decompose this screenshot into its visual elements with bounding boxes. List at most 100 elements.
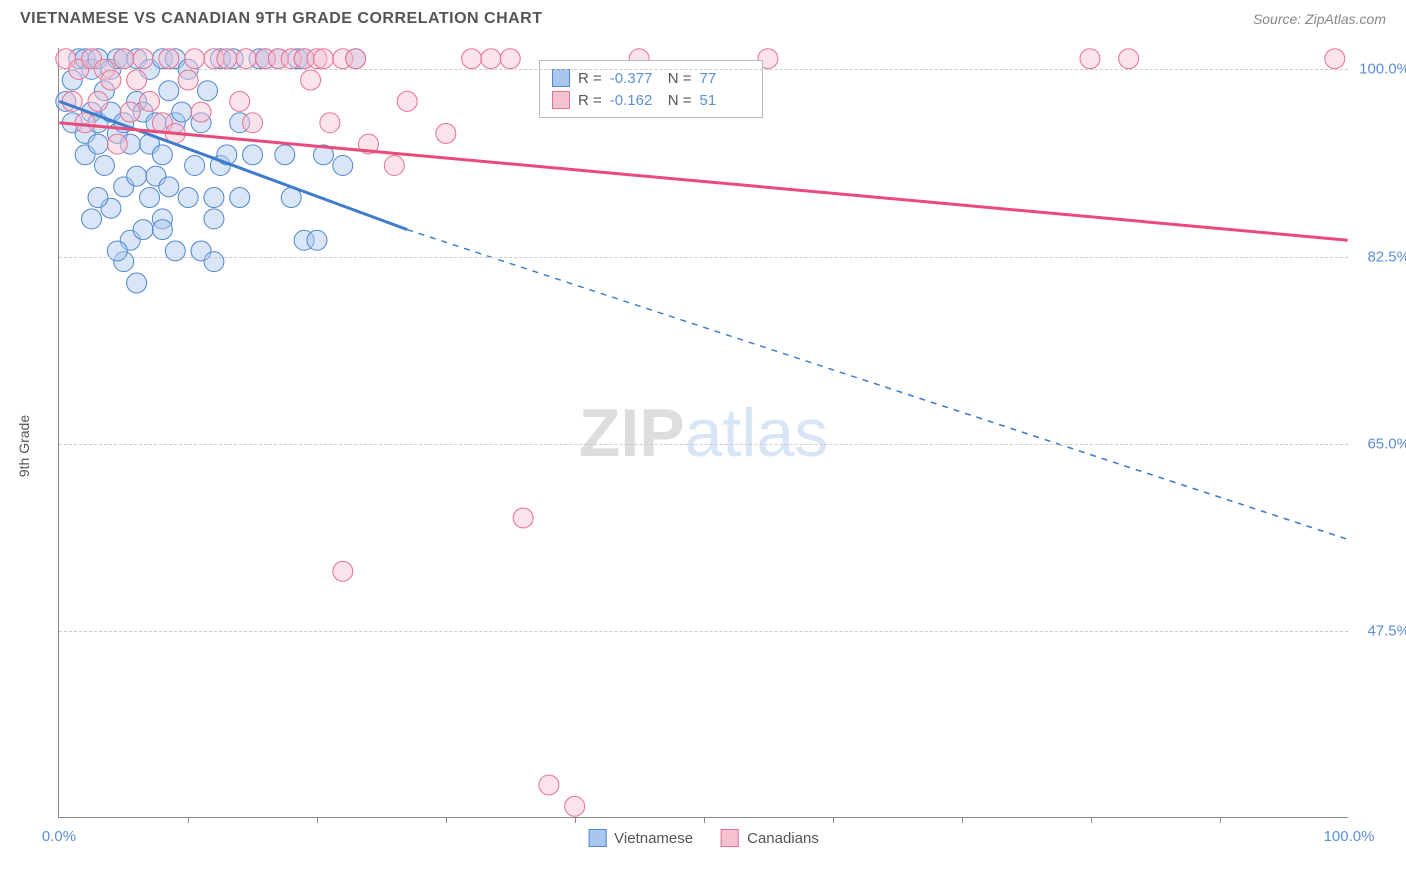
scatter-point <box>140 91 160 111</box>
scatter-point <box>88 91 108 111</box>
scatter-point <box>191 102 211 122</box>
scatter-point <box>230 91 250 111</box>
gridline-h <box>59 69 1348 70</box>
trend-line-extrapolated <box>407 230 1347 540</box>
y-tick-label: 82.5% <box>1367 248 1406 265</box>
n-label: N = <box>668 92 692 109</box>
x-tick <box>317 817 318 823</box>
scatter-point <box>120 102 140 122</box>
scatter-point <box>75 113 95 133</box>
y-axis-label: 9th Grade <box>16 415 32 477</box>
scatter-point <box>185 155 205 175</box>
scatter-point <box>172 102 192 122</box>
scatter-point <box>107 134 127 154</box>
scatter-point <box>165 241 185 261</box>
scatter-point <box>127 70 147 90</box>
r-value-vietnamese: -0.377 <box>610 70 660 87</box>
legend: Vietnamese Canadians <box>588 829 819 847</box>
scatter-point <box>313 49 333 69</box>
legend-swatch-vietnamese <box>588 829 606 847</box>
y-tick-label: 65.0% <box>1367 435 1406 452</box>
n-label: N = <box>668 70 692 87</box>
x-tick <box>1220 817 1221 823</box>
scatter-point <box>185 49 205 69</box>
scatter-point <box>230 188 250 208</box>
scatter-point <box>1119 49 1139 69</box>
scatter-point <box>204 188 224 208</box>
scatter-point <box>307 230 327 250</box>
x-tick <box>575 817 576 823</box>
y-tick-label: 47.5% <box>1367 622 1406 639</box>
legend-label-canadians: Canadians <box>747 830 819 847</box>
chart-title: VIETNAMESE VS CANADIAN 9TH GRADE CORRELA… <box>20 10 543 28</box>
y-tick-label: 100.0% <box>1359 61 1406 78</box>
scatter-point <box>346 49 366 69</box>
scatter-svg <box>59 48 1348 817</box>
scatter-point <box>384 155 404 175</box>
x-tick <box>1091 817 1092 823</box>
legend-item-vietnamese: Vietnamese <box>588 829 693 847</box>
scatter-point <box>159 49 179 69</box>
chart-source: Source: ZipAtlas.com <box>1253 11 1386 27</box>
scatter-point <box>539 775 559 795</box>
scatter-point <box>152 145 172 165</box>
gridline-h <box>59 631 1348 632</box>
scatter-point <box>178 70 198 90</box>
scatter-point <box>397 91 417 111</box>
scatter-point <box>82 209 102 229</box>
scatter-point <box>513 508 533 528</box>
r-value-canadians: -0.162 <box>610 92 660 109</box>
scatter-point <box>436 123 456 143</box>
scatter-point <box>204 209 224 229</box>
gridline-h <box>59 257 1348 258</box>
scatter-point <box>107 241 127 261</box>
scatter-point <box>462 49 482 69</box>
r-label: R = <box>578 92 602 109</box>
scatter-point <box>243 145 263 165</box>
legend-item-canadians: Canadians <box>721 829 819 847</box>
scatter-point <box>140 188 160 208</box>
scatter-point <box>565 796 585 816</box>
scatter-point <box>101 70 121 90</box>
swatch-canadians <box>552 91 570 109</box>
scatter-point <box>1325 49 1345 69</box>
scatter-point <box>127 166 147 186</box>
scatter-point <box>159 81 179 101</box>
stats-row-canadians: R = -0.162 N = 51 <box>552 89 750 111</box>
scatter-point <box>198 81 218 101</box>
scatter-point <box>127 273 147 293</box>
swatch-vietnamese <box>552 69 570 87</box>
scatter-point <box>88 188 108 208</box>
x-tick <box>833 817 834 823</box>
legend-swatch-canadians <box>721 829 739 847</box>
scatter-point <box>114 49 134 69</box>
r-label: R = <box>578 70 602 87</box>
x-tick <box>962 817 963 823</box>
x-tick <box>446 817 447 823</box>
gridline-h <box>59 444 1348 445</box>
x-tick <box>704 817 705 823</box>
scatter-point <box>217 49 237 69</box>
scatter-point <box>1080 49 1100 69</box>
scatter-point <box>500 49 520 69</box>
chart-plot-area: ZIPatlas R = -0.377 N = 77 R = -0.162 N … <box>58 48 1348 818</box>
scatter-point <box>301 70 321 90</box>
chart-header: VIETNAMESE VS CANADIAN 9TH GRADE CORRELA… <box>0 0 1406 34</box>
scatter-point <box>88 134 108 154</box>
legend-label-vietnamese: Vietnamese <box>614 830 693 847</box>
trend-line <box>59 123 1347 240</box>
scatter-point <box>243 113 263 133</box>
scatter-point <box>333 561 353 581</box>
n-value-canadians: 51 <box>700 92 750 109</box>
scatter-point <box>481 49 501 69</box>
scatter-point <box>133 49 153 69</box>
scatter-point <box>333 155 353 175</box>
n-value-vietnamese: 77 <box>700 70 750 87</box>
x-tick-label-right: 100.0% <box>1324 828 1375 845</box>
scatter-point <box>178 188 198 208</box>
scatter-point <box>236 49 256 69</box>
scatter-point <box>94 155 114 175</box>
x-tick-label-left: 0.0% <box>42 828 76 845</box>
scatter-point <box>133 220 153 240</box>
scatter-point <box>152 220 172 240</box>
